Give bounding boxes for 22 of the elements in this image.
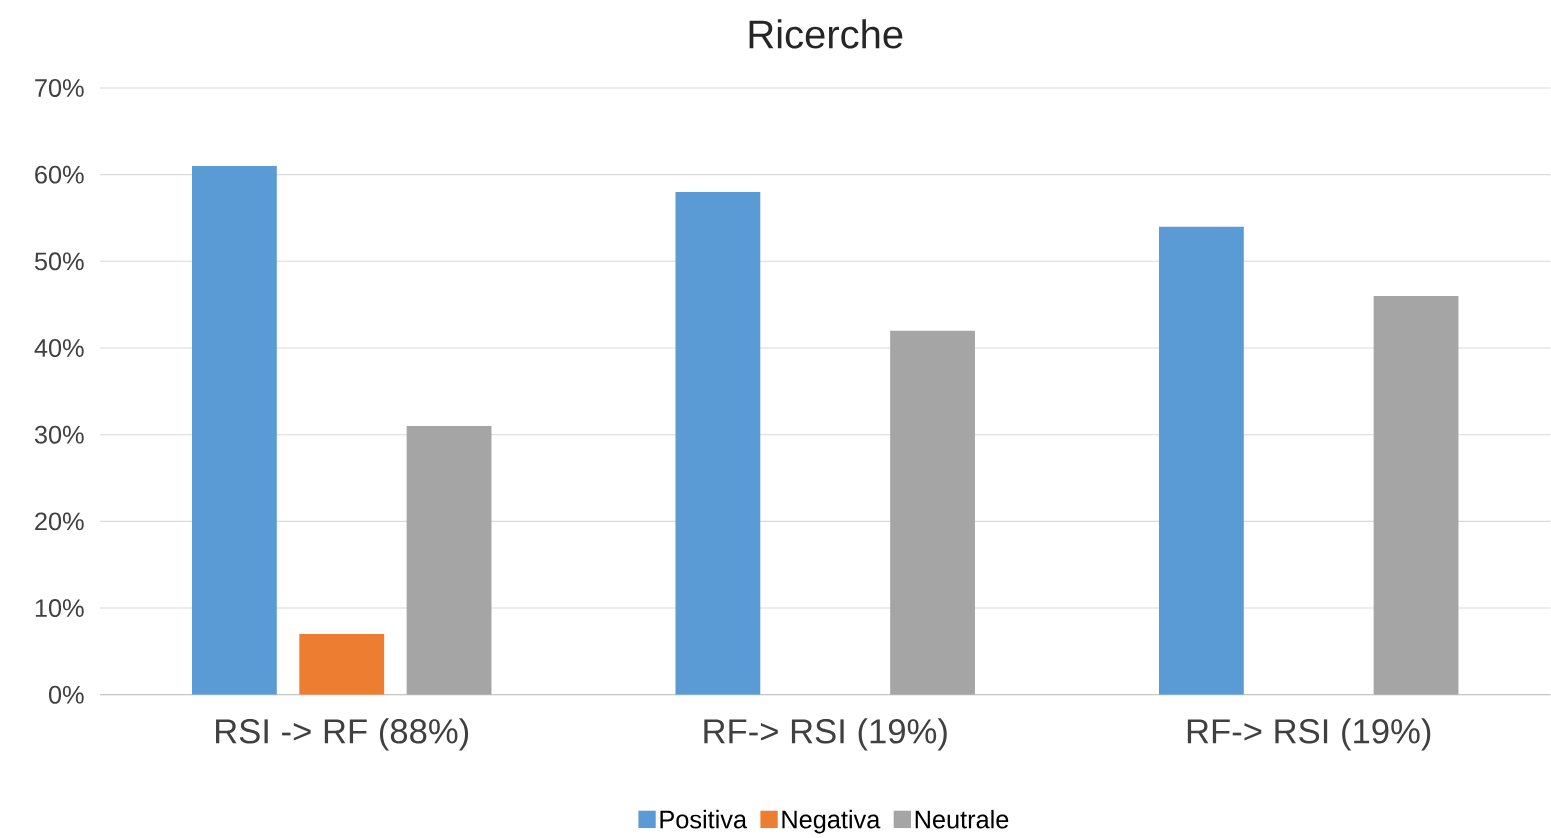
bar	[890, 330, 975, 695]
chart-title: Ricerche	[749, 19, 903, 49]
y-tick-label: 70%	[35, 79, 84, 98]
x-tick-label: RF-> RSI (19%)	[704, 718, 947, 751]
legend-label: Neutrale	[915, 810, 1009, 829]
x-tick-label: RF-> RSI (19%)	[1187, 718, 1431, 751]
y-tick-label: 50%	[34, 252, 84, 271]
y-tick-label: 20%	[35, 512, 84, 531]
legend-label: Negativa	[782, 810, 881, 834]
y-tick-label: 30%	[34, 425, 84, 444]
x-tick-label: RSI -> RF (88%)	[216, 718, 469, 751]
bar	[406, 426, 492, 695]
bar	[1373, 296, 1459, 695]
bar	[191, 166, 277, 695]
y-tick-label: 40%	[34, 339, 84, 358]
legend-label: Positiva	[660, 810, 748, 829]
bar	[675, 192, 761, 695]
bar	[299, 634, 385, 695]
y-tick-label: 60%	[35, 165, 84, 184]
bar	[1158, 226, 1244, 695]
y-tick-label: 0%	[48, 685, 84, 704]
y-tick-label: 10%	[35, 599, 84, 618]
